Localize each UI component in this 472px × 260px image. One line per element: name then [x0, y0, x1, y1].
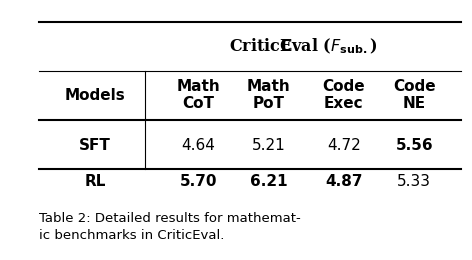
- Text: 5.70: 5.70: [180, 174, 217, 189]
- Text: Math
CoT: Math CoT: [177, 79, 220, 112]
- Text: 4.87: 4.87: [325, 174, 362, 189]
- Text: Models: Models: [65, 88, 126, 103]
- Text: Code
Exec: Code Exec: [322, 79, 365, 112]
- Text: RL: RL: [84, 174, 106, 189]
- Text: Table 2: Detailed results for mathemat-
ic benchmarks in CriticEval.: Table 2: Detailed results for mathemat- …: [39, 212, 301, 242]
- Text: 5.33: 5.33: [397, 174, 431, 189]
- Text: C: C: [279, 39, 291, 54]
- Text: 5.56: 5.56: [396, 138, 433, 153]
- Text: SFT: SFT: [79, 138, 111, 153]
- Text: Math
PoT: Math PoT: [247, 79, 291, 112]
- Text: CriticEval ($F_{\mathbf{sub.}}$): CriticEval ($F_{\mathbf{sub.}}$): [229, 37, 377, 56]
- Text: 6.21: 6.21: [250, 174, 287, 189]
- Text: 5.21: 5.21: [252, 138, 286, 153]
- Text: 4.72: 4.72: [327, 138, 361, 153]
- Text: Code
NE: Code NE: [393, 79, 436, 112]
- Text: 4.64: 4.64: [182, 138, 215, 153]
